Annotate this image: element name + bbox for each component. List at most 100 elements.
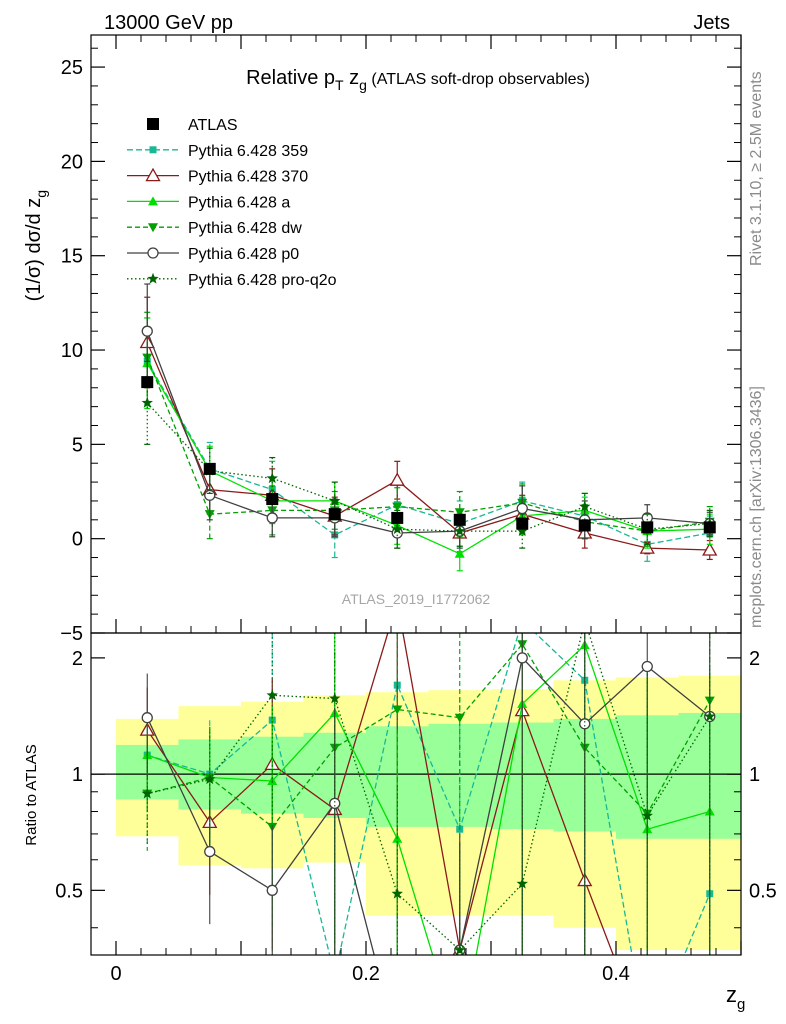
series-line xyxy=(146,402,710,532)
legend-label: Pythia 6.428 359 xyxy=(188,143,308,160)
y-tick-label: 0 xyxy=(72,529,83,551)
series-line xyxy=(146,362,710,555)
ratio-point xyxy=(579,718,591,730)
atlas-data xyxy=(141,376,716,534)
title-part-mid: z xyxy=(344,67,360,89)
series-line xyxy=(146,342,710,551)
ratio-point xyxy=(329,797,341,809)
ratio-series-line xyxy=(147,643,710,955)
legend-label: Pythia 6.428 a xyxy=(188,194,290,211)
ratio-series-line xyxy=(146,633,614,955)
legend-marker xyxy=(145,167,161,182)
data-point xyxy=(578,519,591,532)
y-tick-label: 25 xyxy=(61,57,83,79)
ratio-tick-label-right: 0.5 xyxy=(749,880,777,902)
axes: −5 0 5 10 15 20 25 0 0.2 0.4 0.5 0.5 1 1 2 2 xyxy=(55,35,777,985)
ratio-tick-label: 1 xyxy=(72,764,83,786)
legend-entry: Pythia 6.428 a xyxy=(127,194,290,211)
legend-entry: Pythia 6.428 370 xyxy=(127,167,308,186)
legend-entry: Pythia 6.428 p0 xyxy=(127,246,299,263)
legend-entry: Pythia 6.428 359 xyxy=(127,143,308,160)
ratio-tick-label-right: 1 xyxy=(749,764,760,786)
series-point xyxy=(392,502,403,512)
series-2 xyxy=(139,296,718,561)
legend-label: Pythia 6.428 p0 xyxy=(188,246,299,263)
legend-marker xyxy=(147,118,159,130)
series-point xyxy=(266,512,278,524)
y-axis-label-main: (1/σ) dσ/d z xyxy=(23,198,45,302)
legend-marker xyxy=(148,223,158,233)
ratio-series-line xyxy=(147,643,711,828)
data-point xyxy=(141,376,154,389)
ratio-point xyxy=(516,877,528,889)
series-point xyxy=(454,548,465,558)
mcplots-label: mcplots.cern.ch [arXiv:1306.3436] xyxy=(748,386,765,628)
ratio-point xyxy=(641,660,653,673)
series-line xyxy=(146,330,710,534)
ratio-point xyxy=(266,689,278,701)
ratio-plot-area xyxy=(91,633,741,955)
ratio-tick-label-right: 2 xyxy=(749,648,760,670)
legend-label: Pythia 6.428 pro-q2o xyxy=(188,272,337,289)
ratio-point xyxy=(704,710,716,722)
data-point xyxy=(516,517,529,530)
data-point xyxy=(391,511,404,524)
legend-marker xyxy=(147,272,159,284)
title-part-post: (ATLAS soft-drop observables) xyxy=(367,71,590,88)
ratio-point xyxy=(141,787,153,799)
y-tick-label: 10 xyxy=(61,340,83,362)
ratio-point xyxy=(392,705,403,715)
series-point xyxy=(204,489,216,501)
ratio-tick-label: 2 xyxy=(72,648,83,670)
series-point xyxy=(516,525,528,536)
main-plot-area xyxy=(139,283,718,572)
x-tick-label: 0.4 xyxy=(602,963,630,985)
legend-label: ATLAS xyxy=(188,117,238,134)
ratio-series-line xyxy=(147,633,711,952)
legend-entry: ATLAS xyxy=(147,117,238,134)
x-tick-label: 0.2 xyxy=(352,963,380,985)
ratio-series-6 xyxy=(141,633,716,955)
rivet-label: Rivet 3.1.10, ≥ 2.5M events xyxy=(748,71,765,266)
series-point xyxy=(329,494,341,506)
title-sub-t: T xyxy=(335,77,344,93)
series-point xyxy=(516,502,528,515)
ratio-point xyxy=(516,652,528,664)
y-tick-label: −5 xyxy=(60,623,83,645)
ratio-point xyxy=(141,712,153,724)
y-tick-label: 20 xyxy=(61,151,83,173)
y-axis-label-sub: g xyxy=(33,190,49,198)
series-6 xyxy=(141,360,716,549)
title-part-pre: Relative p xyxy=(246,67,335,89)
ratio-point xyxy=(454,944,466,955)
x-axis-label: zg xyxy=(726,982,745,1013)
data-point xyxy=(203,462,216,475)
ratio-point xyxy=(266,884,278,896)
series-4 xyxy=(142,311,715,547)
series-point xyxy=(389,472,405,486)
y-axis-label: (1/σ) dσ/d zg xyxy=(23,190,49,301)
series-point xyxy=(579,500,591,512)
ratio-tick-label: 0.5 xyxy=(55,880,83,902)
series-point xyxy=(454,508,465,518)
legend-marker xyxy=(147,247,159,259)
x-tick-label: 0 xyxy=(110,963,121,985)
x-axis-label-sub: g xyxy=(737,996,745,1013)
title-sub-g: g xyxy=(359,77,367,93)
series-point xyxy=(702,542,718,556)
series-point xyxy=(391,523,403,535)
y-tick-label: 5 xyxy=(72,434,83,456)
series-line xyxy=(146,361,710,545)
header-left: 13000 GeV pp xyxy=(104,12,233,34)
series-point xyxy=(141,396,153,408)
data-point xyxy=(266,493,279,506)
series-point xyxy=(266,472,278,484)
data-point xyxy=(328,508,341,521)
ratio-point xyxy=(204,845,216,858)
ratio-point xyxy=(641,809,653,821)
legend-label: Pythia 6.428 dw xyxy=(188,220,302,237)
x-axis-label-main: z xyxy=(726,982,737,1007)
legend-entry: Pythia 6.428 dw xyxy=(127,220,302,237)
ratio-point xyxy=(391,887,403,899)
data-point xyxy=(453,513,466,526)
